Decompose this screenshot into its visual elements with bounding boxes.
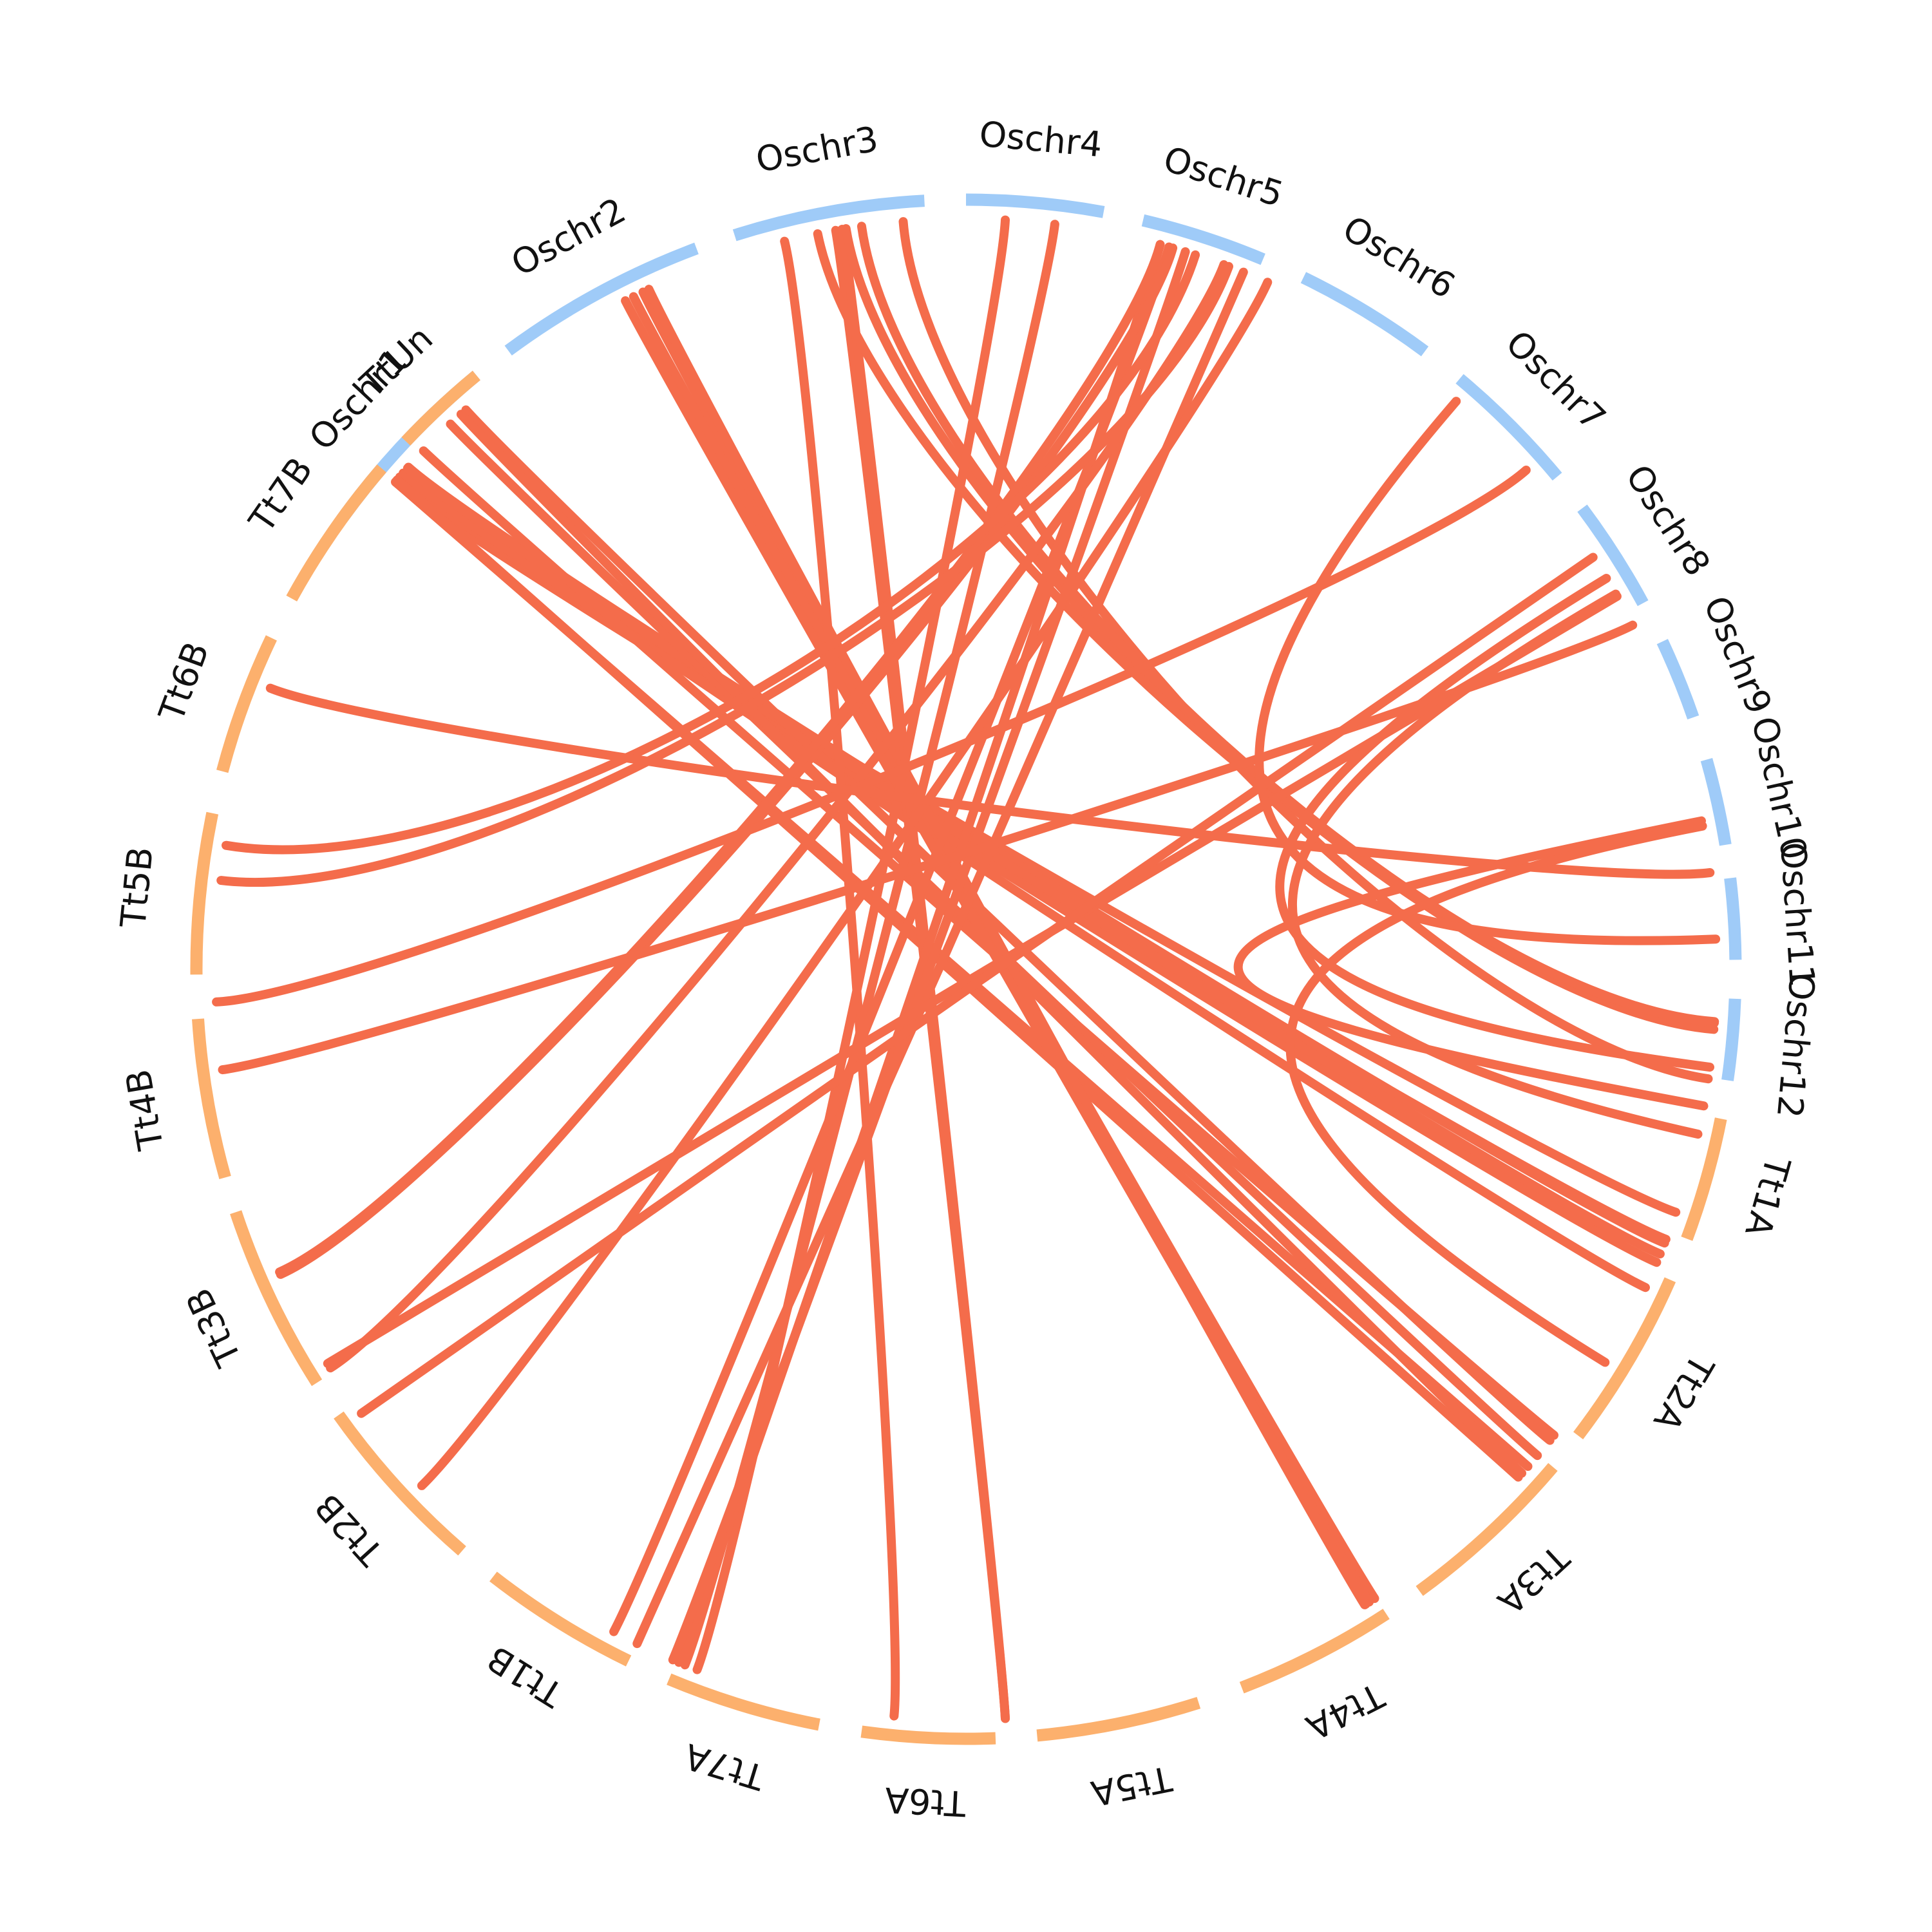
chromosome-label-tt6b: Tt6B — [151, 636, 217, 727]
chromosome-segment-oschr5 — [1141, 214, 1265, 265]
chromosome-label-oschr5: Oschr5 — [1159, 138, 1288, 215]
synteny-link-45 — [1285, 821, 1707, 1367]
chromosome-segment-tt4a — [1239, 1609, 1390, 1694]
synteny-link-22 — [857, 222, 1719, 1027]
chromosome-segment-ttun — [401, 370, 480, 446]
synteny-link-35 — [222, 250, 1200, 855]
chromosome-label-tt6a: Tt6A — [884, 1779, 967, 1824]
synteny-link-28 — [417, 278, 1273, 1490]
chromosome-label-tt3b: Tt3B — [178, 1282, 249, 1373]
chromosome-label-tt1a: Tt1A — [1737, 1151, 1798, 1241]
chromosome-label-oschr7: Oschr7 — [1498, 323, 1614, 439]
chromosome-label-tt3a: Tt3A — [1490, 1537, 1577, 1622]
chromosome-segment-oschr10 — [1700, 758, 1732, 846]
chromosome-segment-tt3a — [1416, 1463, 1558, 1596]
synteny-link-36 — [212, 466, 1531, 1007]
chromosome-segment-tt6a — [860, 1725, 996, 1745]
synteny-link-27 — [632, 267, 1248, 1649]
synteny-link-42 — [1275, 574, 1714, 1072]
synteny-links — [212, 215, 1721, 1723]
synteny-link-10 — [461, 405, 1555, 1445]
chromosome-segment-oschr2 — [504, 242, 699, 356]
chromosome-label-tt7b: Tt7B — [241, 450, 321, 540]
chromosome-segment-tt5a — [1036, 1697, 1201, 1742]
synteny-link-9 — [392, 475, 1523, 1482]
chromosome-segment-oschr11 — [1724, 877, 1742, 960]
synteny-link-33 — [275, 240, 1165, 1277]
synteny-link-44 — [1233, 816, 1709, 1111]
chromosome-label-oschr4: Oschr4 — [978, 113, 1104, 165]
chromosome-segment-tt7b — [286, 464, 386, 601]
chromosome-segment-tt2a — [1573, 1277, 1676, 1439]
synteny-link-16 — [644, 285, 1370, 1609]
chromosome-segment-tt6b — [216, 635, 277, 773]
chromosome-segment-oschr12 — [1721, 998, 1741, 1081]
chromosome-segment-tt4b — [192, 1018, 231, 1179]
synteny-link-6 — [402, 464, 1665, 1259]
chromosome-segments — [190, 193, 1742, 1745]
chromosome-label-oschr6: Oschr6 — [1336, 208, 1462, 307]
chromosome-segment-tt3b — [230, 1210, 323, 1387]
chromosome-label-oschr9: Oschr9 — [1696, 591, 1779, 720]
chromosome-segment-oschr3 — [732, 194, 925, 242]
chromosome-label-tt1b: Tt1B — [480, 1638, 571, 1715]
chromosome-segment-tt1b — [489, 1571, 632, 1667]
chromosome-segment-tt1a — [1681, 1117, 1727, 1241]
chromosome-label-oschr2: Oschr2 — [505, 190, 632, 285]
chromosome-label-tt5b: Tt5B — [113, 845, 161, 930]
chromosome-label-oschr11: Oschr11 — [1772, 841, 1823, 989]
synteny-link-5 — [404, 462, 1669, 1248]
chromosome-label-tt4b: Tt4B — [118, 1066, 171, 1153]
synteny-link-25 — [692, 215, 1010, 1674]
chromosome-segment-oschr4 — [965, 193, 1105, 218]
synteny-link-30 — [668, 247, 1190, 1665]
synteny-link-40 — [265, 683, 1715, 879]
chromosome-label-oschr3: Oschr3 — [753, 118, 881, 180]
chromosome-segment-oschr9 — [1656, 639, 1700, 720]
chromosome-segment-oschr7 — [1455, 374, 1562, 481]
chromosome-label-tt2b: Tt2B — [307, 1486, 392, 1573]
synteny-link-37 — [218, 620, 1638, 1075]
chromosome-segment-oschr8 — [1577, 504, 1649, 607]
chromosome-label-tt5a: Tt5A — [1088, 1758, 1176, 1814]
chromosome-segment-tt2b — [334, 1411, 466, 1556]
synteny-link-38 — [323, 592, 1622, 1368]
synteny-link-34 — [216, 261, 1233, 887]
chromosome-label-tt2a: Tt2A — [1645, 1347, 1722, 1438]
chromosome-label-tt4a: Tt4A — [1300, 1674, 1390, 1748]
chromosome-label-oschr12: Oschr12 — [1769, 971, 1823, 1119]
chromosome-segment-tt7a — [667, 1673, 820, 1731]
chromosome-label-tt7a: Tt7A — [680, 1736, 770, 1798]
chromosome-segment-oschr6 — [1300, 272, 1429, 357]
chromosome-segment-tt5b — [190, 811, 219, 975]
chromosome-label-oschr8: Oschr8 — [1618, 457, 1718, 583]
synteny-link-41 — [1255, 397, 1721, 945]
synteny-link-4 — [399, 468, 1650, 1293]
synteny-link-39 — [357, 553, 1598, 1418]
